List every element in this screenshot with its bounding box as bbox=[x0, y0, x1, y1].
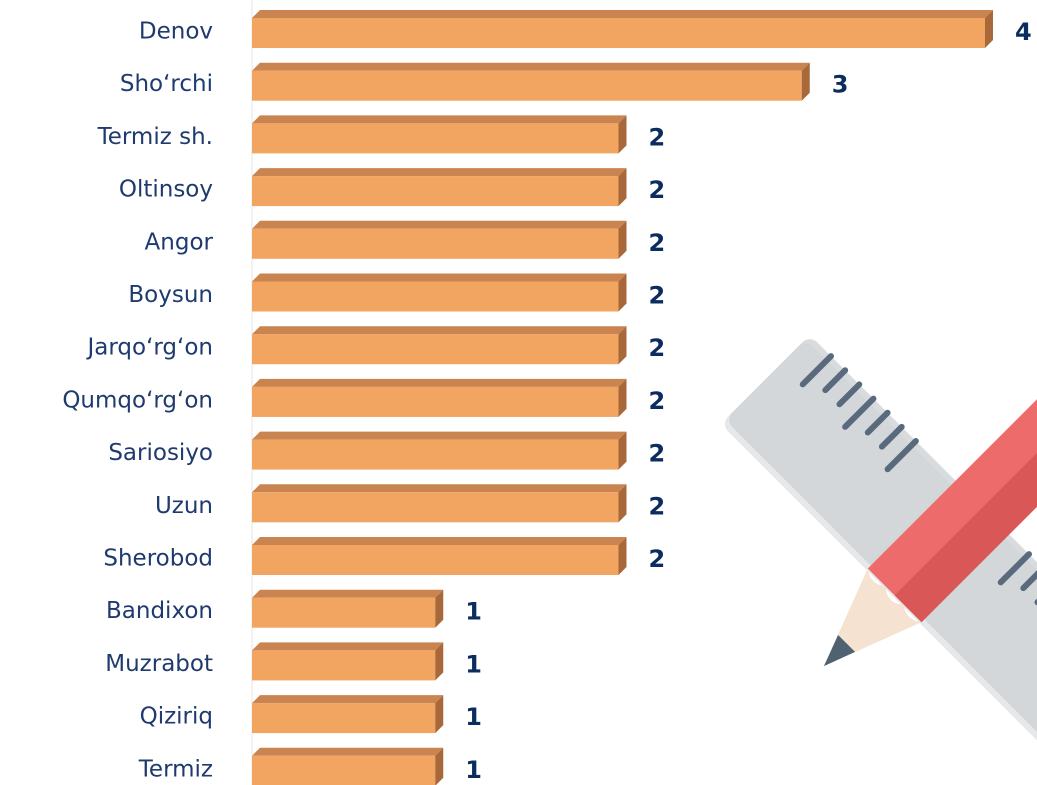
category-label: Boysun bbox=[128, 282, 213, 308]
bar-front bbox=[252, 71, 802, 101]
category-label: Sherobod bbox=[103, 546, 213, 572]
bar-front bbox=[252, 650, 435, 680]
value-label: 2 bbox=[649, 229, 666, 257]
bar bbox=[252, 432, 627, 470]
bar-top bbox=[252, 326, 627, 334]
bar-top bbox=[252, 168, 627, 176]
bar-top bbox=[252, 221, 627, 229]
value-label: 1 bbox=[465, 703, 482, 731]
bar bbox=[252, 115, 627, 153]
category-label: Jarqo‘rg‘on bbox=[85, 335, 213, 361]
bar bbox=[252, 642, 443, 680]
bar-front bbox=[252, 545, 619, 575]
category-label: Termiz sh. bbox=[97, 124, 213, 150]
category-label: Oltinsoy bbox=[119, 177, 213, 203]
value-label: 2 bbox=[649, 282, 666, 310]
bar-front bbox=[252, 176, 619, 206]
bar-top bbox=[252, 642, 443, 650]
bar-front bbox=[252, 123, 619, 153]
bar-front bbox=[252, 387, 619, 417]
bar-front bbox=[252, 229, 619, 259]
bar bbox=[252, 326, 627, 364]
category-label: Termiz bbox=[138, 756, 213, 782]
bar bbox=[252, 537, 627, 575]
category-label: Qumqo‘rg‘on bbox=[62, 387, 213, 413]
bar-front bbox=[252, 282, 619, 312]
chart: Denov 4 Sho‘rchi 3 Termiz sh. 2 Oltinsoy 2 Angor… bbox=[0, 0, 1037, 785]
category-label: Sariosiyo bbox=[108, 440, 213, 466]
bar bbox=[252, 10, 993, 48]
value-label: 3 bbox=[832, 71, 849, 99]
bar-front bbox=[252, 492, 619, 522]
bar-top bbox=[252, 432, 627, 440]
value-label: 2 bbox=[649, 545, 666, 573]
value-label: 4 bbox=[1015, 18, 1032, 46]
value-label: 2 bbox=[649, 334, 666, 362]
category-label: Angor bbox=[145, 229, 214, 255]
category-label: Qiziriq bbox=[140, 704, 213, 730]
value-label: 1 bbox=[465, 650, 482, 678]
bar bbox=[252, 168, 627, 206]
bar-front bbox=[252, 440, 619, 470]
bar bbox=[252, 695, 443, 733]
category-label: Uzun bbox=[155, 493, 213, 519]
bar bbox=[252, 590, 443, 628]
bar-top bbox=[252, 484, 627, 492]
bar-top bbox=[252, 379, 627, 387]
category-label: Bandixon bbox=[106, 598, 213, 624]
value-label: 2 bbox=[649, 387, 666, 415]
bar-top bbox=[252, 10, 993, 18]
bar-front bbox=[252, 598, 435, 628]
bar-top bbox=[252, 695, 443, 703]
bar bbox=[252, 274, 627, 312]
bar-top bbox=[252, 537, 627, 545]
bar-top bbox=[252, 115, 627, 123]
value-label: 1 bbox=[465, 756, 482, 784]
category-label: Sho‘rchi bbox=[120, 71, 213, 97]
bar bbox=[252, 379, 627, 417]
bar-top bbox=[252, 63, 810, 71]
bar-top bbox=[252, 590, 443, 598]
category-label: Denov bbox=[139, 19, 213, 45]
bar-front bbox=[252, 703, 435, 733]
bar bbox=[252, 63, 810, 101]
bar bbox=[252, 221, 627, 259]
value-label: 2 bbox=[649, 440, 666, 468]
value-label: 2 bbox=[649, 492, 666, 520]
illustration bbox=[721, 321, 1037, 749]
bar bbox=[252, 748, 443, 785]
bar-front bbox=[252, 334, 619, 364]
value-label: 2 bbox=[649, 176, 666, 204]
bar bbox=[252, 484, 627, 522]
bar-top bbox=[252, 748, 443, 756]
value-label: 1 bbox=[465, 598, 482, 626]
category-label: Muzrabot bbox=[105, 651, 213, 677]
bar-top bbox=[252, 274, 627, 282]
value-label: 2 bbox=[649, 123, 666, 151]
bar-front bbox=[252, 756, 435, 785]
bar-front bbox=[252, 18, 985, 48]
